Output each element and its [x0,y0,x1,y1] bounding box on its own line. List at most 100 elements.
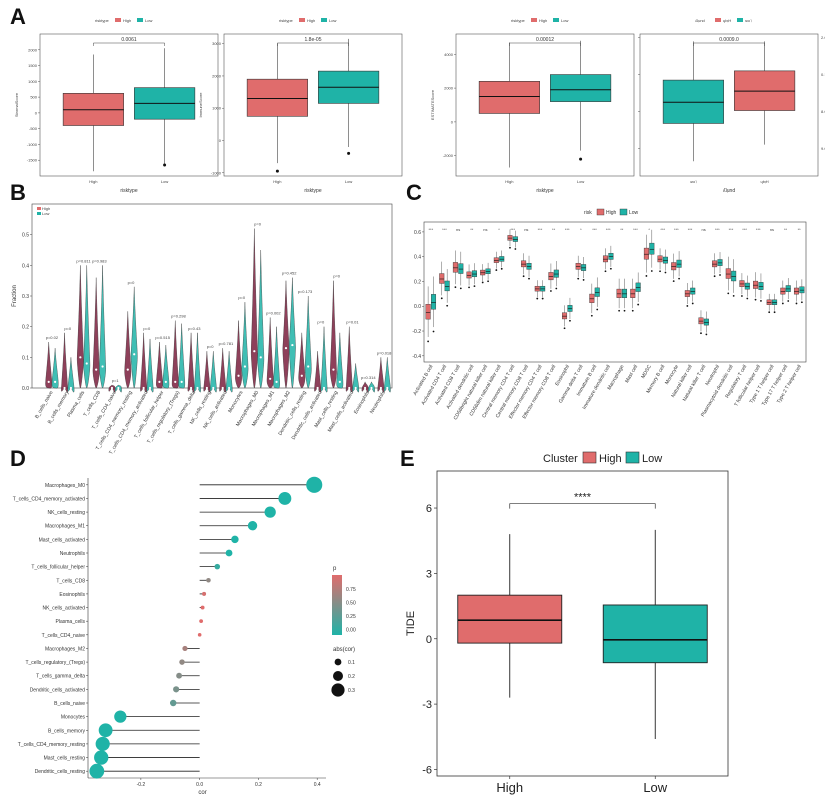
violin-high [92,277,100,389]
y-tick-label: 0.4 [22,263,29,269]
box-low [526,262,532,270]
p-value-label: p=0.018 [377,350,392,355]
signif-bracket [509,42,581,46]
outlier-point [495,269,498,271]
box-low [703,318,709,326]
signif-bracket [509,503,656,509]
violin-low [146,338,154,393]
violin-median-high [363,386,367,390]
violin-median-low [370,386,373,390]
outlier-point [609,267,612,270]
y-tick-label: 2000 [28,47,38,52]
violin-median-low [101,365,104,368]
lollipop-point [197,633,202,637]
violin-median-low [164,380,167,383]
violin-high [140,332,147,393]
violin-high [219,348,227,393]
y-tick-label: -0.2 [412,329,421,335]
violin-low [209,351,217,393]
y-tick-label: Eosinophils [59,592,85,598]
violin-low [241,302,249,389]
legend-label-high: High [606,210,617,216]
plot-frame [423,221,807,363]
violin-low [130,286,138,389]
legend-label-high: High [307,18,315,23]
y-tick-label: 0.3 [22,294,29,300]
y-tick-label: 1000 [28,79,38,84]
violin-low [304,295,312,389]
legend-swatch-low [321,18,327,22]
x-axis-label: ʎʇᴉɹnd [723,188,735,194]
y-tick-label: 0 [426,634,432,646]
outlier-point [596,308,599,311]
y-tick-label: 0.0 [22,386,29,392]
legend-label-low: Low [642,453,662,465]
box-high [589,293,595,303]
lollipop-point [206,577,211,583]
lollipop-point [214,563,221,570]
x-tick-label: Neutrophils [369,390,387,415]
box-high [630,288,636,298]
outlier-point [768,311,771,314]
box-low [799,286,805,294]
signif-bracket [93,42,165,46]
p-value-label: p=0 [207,344,215,349]
outlier-point [440,297,443,300]
chart-a2: risktype High Low -1000 0 1000 2000 3000 ImmuneS… [198,18,403,194]
y-tick-label: 1000 [212,106,222,111]
signif-label: *** [442,227,447,232]
box-low [662,256,668,264]
panel-label-c: C [406,180,422,205]
chart-d: -0.2 0.0 0.2 0.4 cor Macrophages_M0 T_cells_CD… [13,476,356,796]
legend-size-label: 0.1 [348,660,355,666]
chart-a3: risktype High Low -2000 0 2000 4000 ESTIMATESco… [430,18,635,194]
box-1 [602,604,708,664]
violin-high [250,228,258,389]
signif-label: *** [510,227,515,232]
outlier-point [719,274,721,276]
y-axis-label: ImmuneScore [198,92,203,118]
violin-median-high [221,386,224,390]
lollipop-point [247,521,258,531]
y-tick-label: Neutrophils [60,551,86,557]
outlier-point [459,287,462,290]
violin-median-high [253,350,256,353]
signif-label: *** [660,227,665,232]
p-value-label: p=0 [143,326,151,331]
lollipop-point [176,672,183,679]
outlier-point [618,309,621,312]
box-0 [457,594,563,644]
y-tick-label: Macrophages_M2 [45,646,85,652]
y-tick-label: Mast_cells_activated [39,537,86,543]
box-high [643,247,649,260]
outlier-point [522,275,525,278]
y-tick-label: Mast_cells_resting [44,756,86,762]
y-tick-label: 0.5 [22,233,29,239]
outlier-point [650,270,653,272]
violin-high [314,351,321,393]
y-tick-label: 500 [30,95,37,100]
box-high [684,290,690,297]
outlier-point [664,271,667,274]
legend-swatch-low [619,208,628,216]
legend-p-tick: 0.50 [346,601,356,607]
box-high [616,288,622,298]
legend-swatch-high [596,208,605,216]
legend-swatch-low [737,18,743,22]
violin-median-high [158,380,161,383]
x-tick-label: Low [161,179,168,184]
signif-label: ns [702,227,706,232]
violin-high [266,317,274,389]
plot-frame [39,33,219,177]
outlier-point [427,340,430,343]
violin-median-high [348,386,351,390]
box-low [431,294,437,310]
outlier-point [645,275,648,277]
legend-title: Cluster [543,453,578,465]
violin-median-low [180,380,183,383]
box-high [780,287,786,295]
p-value-label: 0.0009.0 [719,37,739,43]
violin-median-low [148,386,152,390]
box-high [466,271,472,279]
y-tick-label: -0.4 [412,354,421,360]
